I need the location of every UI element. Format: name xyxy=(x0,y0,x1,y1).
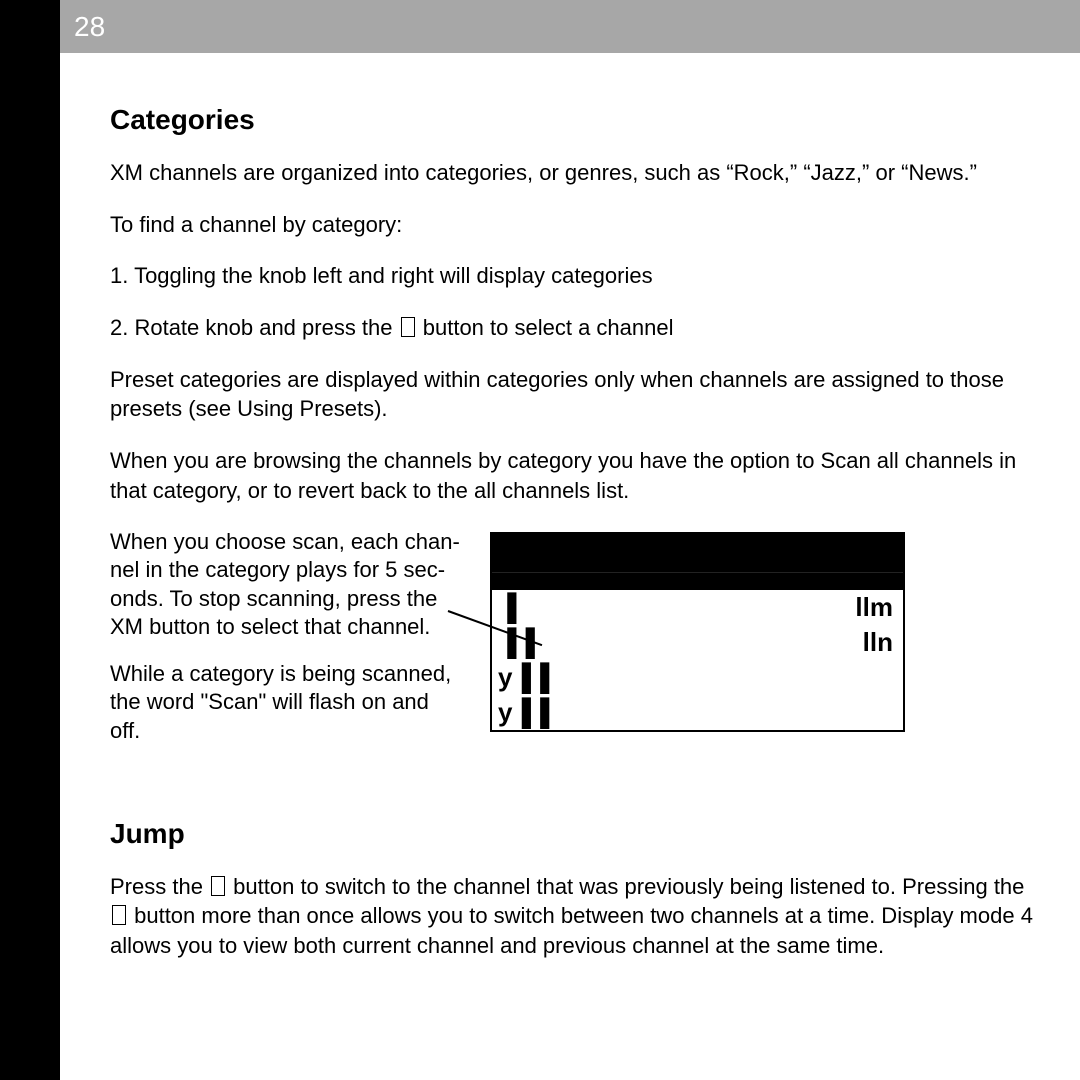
jump-heading: Jump xyxy=(110,818,1040,850)
page-number: 28 xyxy=(74,11,105,43)
device-row-1: ▐ llm xyxy=(492,590,903,625)
device-row-3-left: y▐▐ xyxy=(498,662,549,693)
device-screen: ▐ llm ▐▐ lln y▐▐ y▐▐ xyxy=(490,532,905,733)
jump-text-c: button more than once allows you to swit… xyxy=(110,903,1033,958)
categories-heading: Categories xyxy=(110,104,1040,136)
jump-text-b: button to switch to the channel that was… xyxy=(227,874,1024,899)
jump-button-glyph-icon xyxy=(211,876,225,896)
left-margin-black xyxy=(0,0,60,1080)
device-row-3: y▐▐ xyxy=(492,660,903,695)
scan-paragraph-1: When you choose scan, each chan-nel in t… xyxy=(110,528,460,642)
categories-find: To find a channel by category: xyxy=(110,210,1040,240)
categories-step1: 1. Toggling the knob left and right will… xyxy=(110,261,1040,291)
device-row-4: y▐▐ xyxy=(492,695,903,730)
step2-text-a: 2. Rotate knob and press the xyxy=(110,315,399,340)
content-area: Categories XM channels are organized int… xyxy=(110,100,1040,983)
step2-text-b: button to select a channel xyxy=(417,315,674,340)
header-bar: 28 xyxy=(60,0,1080,53)
categories-presets: Preset categories are displayed within c… xyxy=(110,365,1040,424)
xm-button-glyph-icon xyxy=(401,317,415,337)
categories-browse: When you are browsing the channels by ca… xyxy=(110,446,1040,505)
device-row-1-left: ▐ xyxy=(498,592,516,623)
categories-step2: 2. Rotate knob and press the button to s… xyxy=(110,313,1040,343)
device-row-2-right: lln xyxy=(863,627,893,658)
scan-row: When you choose scan, each chan-nel in t… xyxy=(110,528,1040,764)
jump-button-glyph-icon-2 xyxy=(112,905,126,925)
scan-text-column: When you choose scan, each chan-nel in t… xyxy=(110,528,460,764)
device-row-4-left: y▐▐ xyxy=(498,697,549,728)
jump-section: Jump Press the button to switch to the c… xyxy=(110,818,1040,961)
manual-page: 28 Categories XM channels are organized … xyxy=(0,0,1080,1080)
device-column: ▐ llm ▐▐ lln y▐▐ y▐▐ xyxy=(490,528,1040,733)
jump-text-a: Press the xyxy=(110,874,209,899)
jump-paragraph: Press the button to switch to the channe… xyxy=(110,872,1040,961)
device-header-2 xyxy=(492,572,903,590)
device-row-1-right: llm xyxy=(855,592,893,623)
categories-intro: XM channels are organized into categorie… xyxy=(110,158,1040,188)
scan-paragraph-2: While a category is being scanned, the w… xyxy=(110,660,460,746)
device-header-1 xyxy=(492,534,903,572)
device-row-2: ▐▐ lln xyxy=(492,625,903,660)
